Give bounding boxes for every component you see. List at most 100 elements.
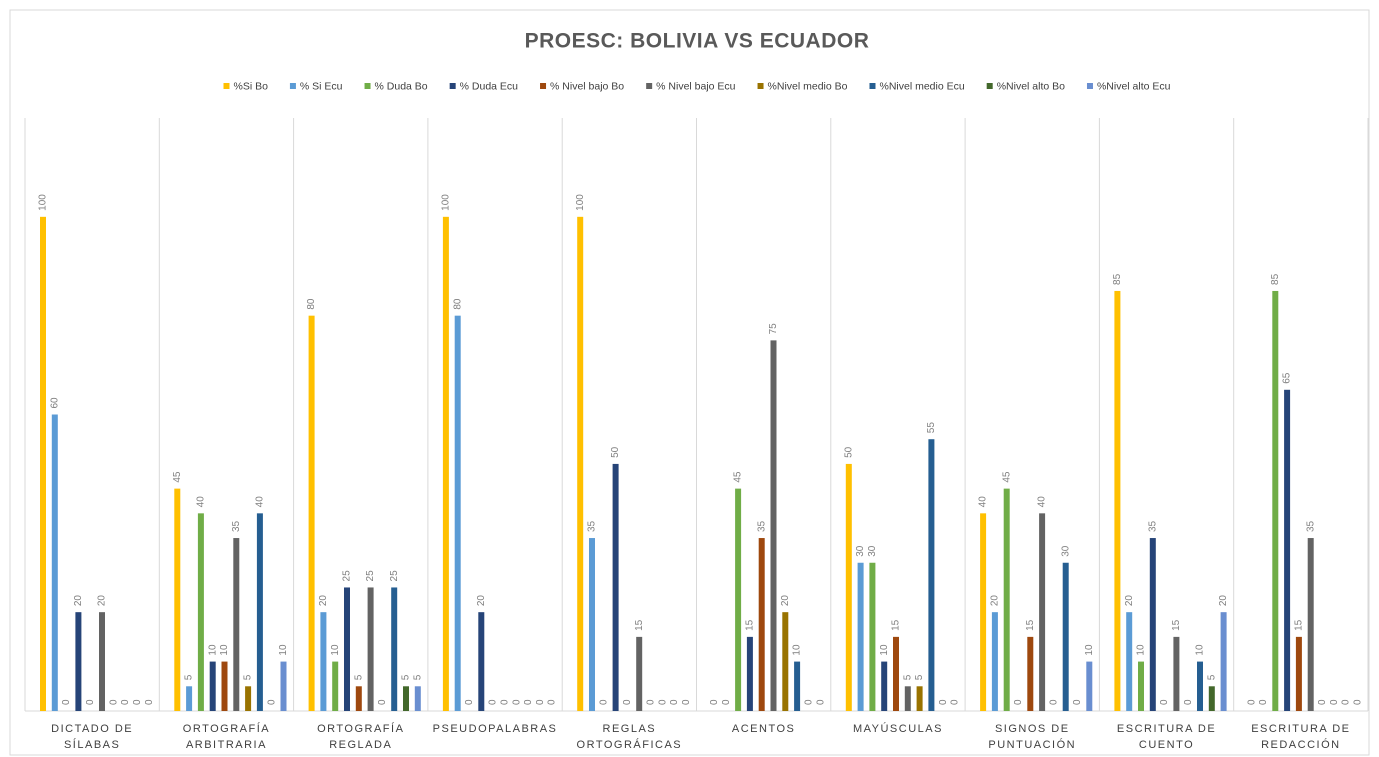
data-label: 30 [1060, 545, 1071, 557]
data-label: 10 [792, 644, 803, 656]
data-label: 40 [978, 496, 989, 508]
data-label: 0 [681, 699, 692, 705]
data-label: 40 [1037, 496, 1048, 508]
bar [414, 686, 421, 711]
data-label: 5 [1206, 674, 1217, 680]
legend-label: % Nivel bajo Bo [550, 80, 624, 92]
bar [1138, 661, 1144, 711]
bar [442, 216, 449, 712]
legend-label: %Nivel alto Ecu [1097, 80, 1171, 92]
data-label: 0 [950, 699, 961, 705]
x-tick-label: ORTOGRAFÍA REGLADA [317, 722, 404, 751]
bar [1114, 290, 1121, 711]
data-label: 15 [634, 619, 645, 631]
bar [197, 513, 204, 711]
bar [174, 488, 181, 711]
bar [454, 315, 461, 711]
bar [612, 463, 619, 711]
bar [99, 612, 105, 711]
data-label: 0 [523, 699, 534, 705]
data-label: 0 [721, 699, 732, 705]
data-label: 15 [1171, 619, 1182, 631]
data-label: 80 [306, 298, 317, 310]
data-label: 25 [389, 570, 400, 582]
bar [991, 612, 998, 711]
data-label: 100 [441, 194, 452, 211]
bar [1220, 612, 1227, 711]
legend-label: % Duda Ecu [460, 80, 519, 92]
x-tick-label: ACENTOS [732, 723, 795, 735]
data-label: 50 [610, 446, 621, 458]
data-label: 0 [1317, 699, 1328, 705]
legend-swatch [289, 83, 296, 89]
data-label: 30 [855, 545, 866, 557]
bar [1272, 290, 1279, 711]
data-label: 0 [144, 699, 155, 705]
data-label: 35 [1305, 520, 1316, 532]
legend-swatch [646, 83, 653, 89]
bar [391, 587, 398, 711]
bar [1086, 661, 1093, 711]
legend-label: % Si Ecu [300, 80, 343, 92]
bar [845, 463, 852, 711]
bar [893, 636, 899, 711]
data-label: 10 [330, 644, 341, 656]
bar [367, 587, 374, 711]
data-label: 35 [231, 520, 242, 532]
bar [256, 513, 263, 711]
data-label: 5 [353, 674, 364, 680]
data-label: 35 [756, 520, 767, 532]
bar [577, 216, 584, 712]
bar [904, 686, 911, 711]
data-label: 15 [1025, 619, 1036, 631]
data-label: 0 [598, 699, 609, 705]
data-label: 0 [1329, 699, 1340, 705]
data-label: 0 [815, 699, 826, 705]
bar [589, 538, 595, 711]
bar [403, 686, 409, 711]
legend-swatch [364, 83, 371, 89]
data-label: 0 [709, 699, 720, 705]
data-label: 10 [1084, 644, 1095, 656]
data-label: 15 [1294, 619, 1305, 631]
bar [881, 661, 888, 711]
legend-swatch [757, 83, 764, 89]
bar [51, 414, 58, 711]
legend-swatch [869, 83, 876, 89]
legend-label: %Nivel medio Bo [768, 80, 848, 92]
bar [1027, 636, 1034, 711]
data-label: 10 [1136, 644, 1147, 656]
bar [40, 216, 46, 712]
legend-swatch [223, 83, 230, 89]
bar [186, 686, 193, 711]
data-label: 0 [535, 699, 546, 705]
data-label: 10 [278, 644, 289, 656]
data-label: 0 [61, 699, 72, 705]
data-label: 20 [990, 595, 1001, 607]
data-label: 100 [38, 194, 49, 211]
data-label: 10 [219, 644, 230, 656]
bar [794, 661, 801, 711]
bar [1039, 513, 1046, 711]
data-label: 0 [1072, 699, 1083, 705]
data-label: 20 [1124, 595, 1135, 607]
bar [857, 562, 864, 711]
legend-swatch [1086, 83, 1093, 89]
data-label: 60 [49, 397, 60, 409]
bar [758, 538, 765, 711]
data-label: 5 [184, 674, 195, 680]
bar [928, 439, 935, 711]
legend-swatch [449, 83, 456, 89]
data-label: 80 [452, 298, 463, 310]
data-label: 0 [1353, 699, 1364, 705]
data-label: 0 [547, 699, 558, 705]
data-label: 0 [657, 699, 668, 705]
chart-title: PROESC: BOLIVIA VS ECUADOR [525, 30, 870, 53]
data-label: 25 [342, 570, 353, 582]
data-label: 75 [768, 323, 779, 335]
data-label: 50 [843, 446, 854, 458]
bar [75, 612, 82, 711]
data-label: 35 [1147, 520, 1158, 532]
data-label: 5 [914, 674, 925, 680]
